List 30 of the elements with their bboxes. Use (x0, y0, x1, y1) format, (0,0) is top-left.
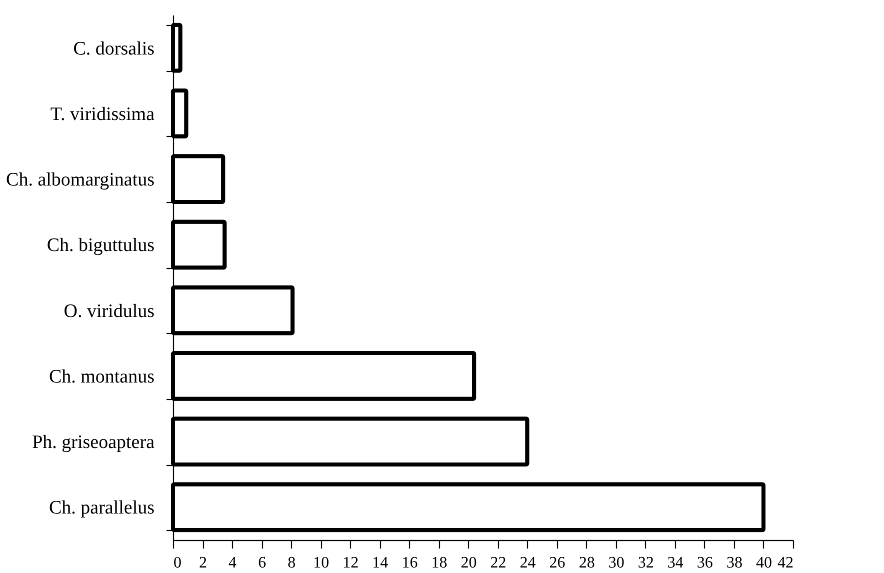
x-tick-label: 24 (520, 554, 536, 572)
x-tick-label: 20 (460, 554, 477, 572)
y-tick-label: C. dorsalis (73, 38, 154, 60)
x-tick-label: 28 (578, 554, 595, 572)
y-tick-label: Ch. parallelus (48, 498, 154, 519)
x-tick-label: 34 (667, 554, 684, 572)
y-tick-label: Ph. griseoaptera (32, 432, 156, 454)
x-tick-label: 4 (228, 554, 237, 572)
x-tick-label: 14 (372, 554, 388, 572)
x-tick-label: 16 (402, 554, 418, 572)
x-tick-label: 10 (313, 554, 330, 572)
x-tick-label: 26 (549, 554, 566, 572)
x-tick-label: 30 (608, 554, 624, 572)
x-tick-label: 36 (696, 554, 713, 572)
x-tick-label: 6 (258, 554, 266, 572)
x-tick-label: 18 (431, 554, 448, 572)
x-tick-label: 42 (778, 554, 794, 572)
x-tick-label: 32 (638, 554, 654, 572)
x-tick-label: 2 (199, 554, 208, 572)
y-tick-label: Ch. biguttulus (46, 235, 154, 256)
x-tick-label: 12 (342, 554, 359, 572)
x-tick-label: 0 (174, 554, 182, 572)
x-tick-label: 8 (288, 554, 296, 572)
y-tick-label: Ch. albomarginatus (6, 170, 154, 191)
x-tick-label: 40 (756, 554, 772, 572)
y-tick-label: Ch. montanus (48, 366, 154, 388)
x-tick-label: 22 (490, 554, 506, 572)
y-tick-label: T. viridissima (50, 104, 156, 125)
y-tick-label: O. viridulus (64, 300, 154, 322)
x-tick-label: 38 (726, 554, 742, 572)
